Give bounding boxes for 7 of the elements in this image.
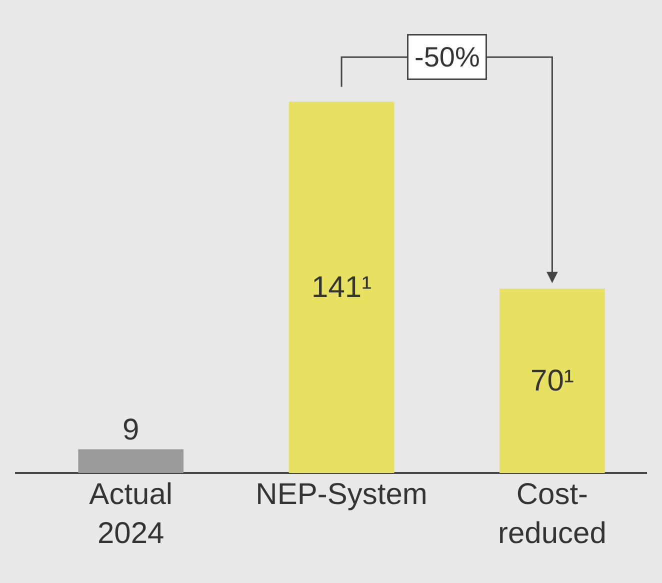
data-label: 9	[122, 413, 140, 446]
text: -50%	[414, 42, 480, 72]
data-label: 141¹	[312, 270, 372, 304]
x-tick-label: NEP-System	[256, 478, 428, 511]
x-tick-label: Actual 2024	[89, 478, 173, 550]
x-tick-label: Cost- reduced	[498, 478, 606, 550]
data-label: 70¹	[530, 364, 574, 398]
